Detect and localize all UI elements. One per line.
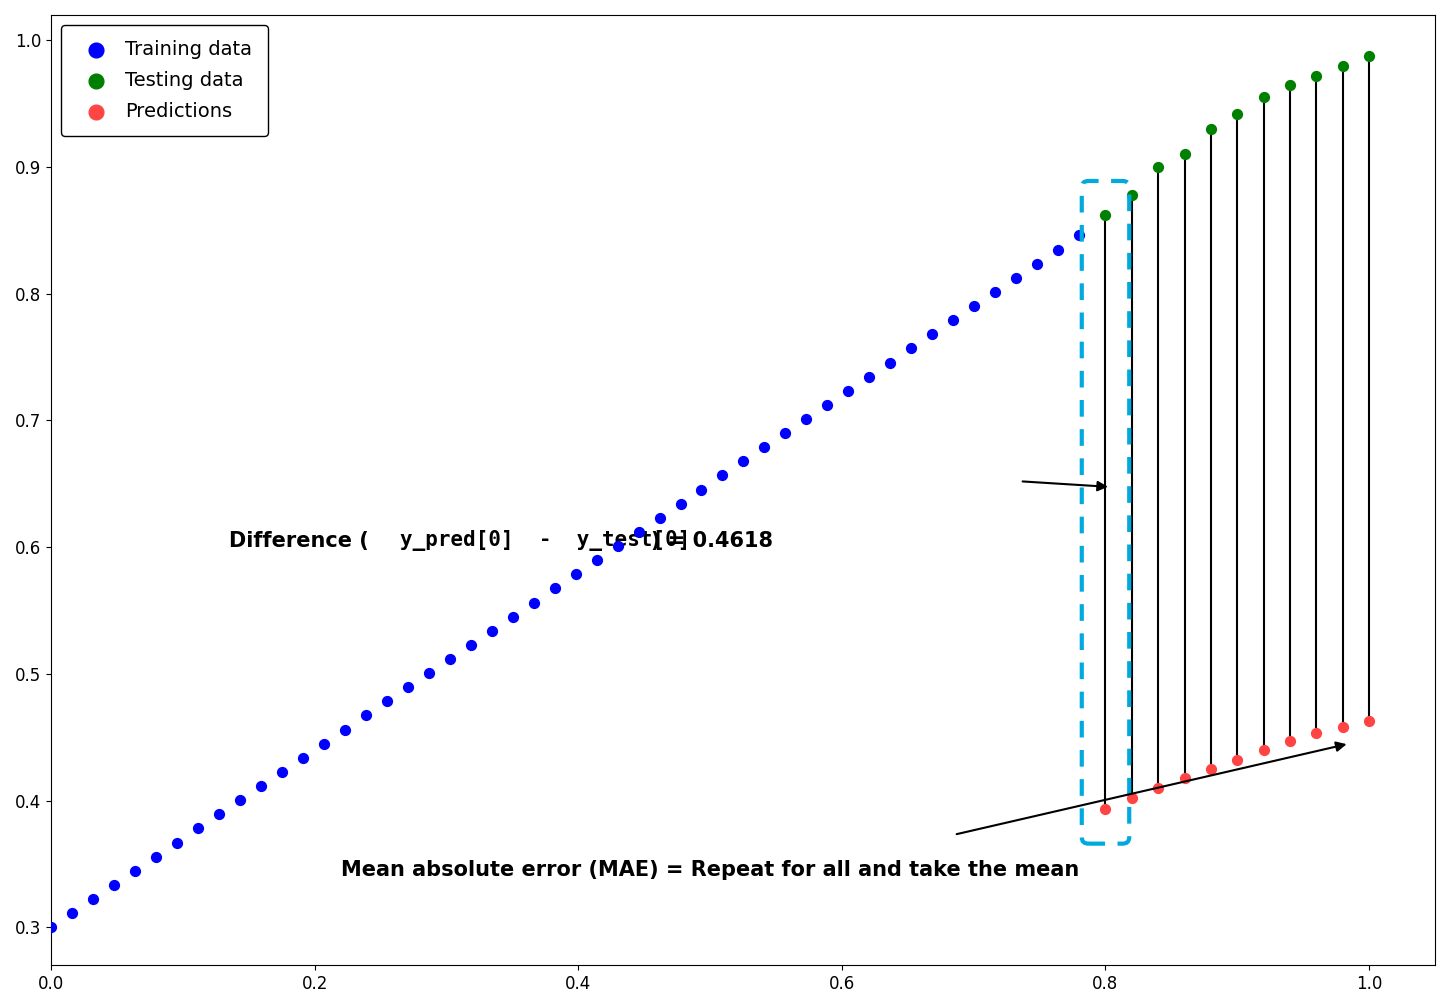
- Training data: [648, 510, 671, 526]
- Predictions: [1199, 761, 1222, 777]
- Training data: [1047, 242, 1070, 258]
- Predictions: [1331, 719, 1354, 735]
- Training data: [418, 665, 441, 681]
- Training data: [123, 863, 146, 879]
- Predictions: [1093, 801, 1116, 817]
- Text: Difference (: Difference (: [229, 531, 368, 550]
- Training data: [396, 679, 419, 696]
- Training data: [795, 411, 818, 427]
- Training data: [816, 397, 840, 413]
- Testing data: [1225, 106, 1248, 122]
- Training data: [334, 722, 357, 738]
- Text: Mean absolute error (MAE) = Repeat for all and take the mean: Mean absolute error (MAE) = Repeat for a…: [341, 860, 1079, 880]
- Training data: [879, 355, 902, 371]
- Training data: [249, 778, 273, 794]
- Testing data: [1121, 186, 1144, 203]
- Training data: [544, 581, 567, 597]
- Testing data: [1279, 77, 1302, 93]
- Training data: [690, 482, 713, 498]
- Training data: [376, 694, 399, 710]
- Predictions: [1173, 770, 1196, 786]
- Legend: Training data, Testing data, Predictions: Training data, Testing data, Predictions: [61, 25, 268, 136]
- Predictions: [1225, 752, 1248, 768]
- Training data: [753, 439, 776, 456]
- Training data: [502, 609, 525, 625]
- Training data: [165, 835, 188, 851]
- Training data: [187, 821, 210, 837]
- Predictions: [1357, 713, 1380, 729]
- Training data: [899, 341, 922, 357]
- Training data: [312, 736, 335, 752]
- Text: ) = 0.4618: ) = 0.4618: [651, 531, 773, 550]
- Testing data: [1305, 68, 1328, 84]
- Training data: [626, 524, 650, 540]
- Training data: [1025, 256, 1048, 272]
- Training data: [858, 369, 882, 385]
- Predictions: [1305, 726, 1328, 742]
- Training data: [941, 312, 964, 329]
- Training data: [1067, 228, 1090, 244]
- Training data: [81, 891, 104, 907]
- Training data: [270, 764, 293, 780]
- Training data: [963, 298, 986, 314]
- Training data: [103, 877, 126, 893]
- Predictions: [1147, 780, 1170, 796]
- Training data: [61, 905, 84, 921]
- Testing data: [1147, 159, 1170, 175]
- Training data: [228, 792, 251, 808]
- Training data: [480, 623, 503, 639]
- Predictions: [1251, 742, 1275, 758]
- Training data: [921, 327, 944, 343]
- Training data: [837, 383, 860, 399]
- Testing data: [1251, 90, 1275, 106]
- Training data: [732, 454, 755, 470]
- Training data: [438, 651, 461, 667]
- Testing data: [1173, 146, 1196, 162]
- Training data: [584, 552, 608, 569]
- Training data: [354, 708, 377, 724]
- Testing data: [1331, 57, 1354, 74]
- Training data: [291, 750, 315, 766]
- Training data: [983, 284, 1006, 300]
- Training data: [39, 919, 62, 935]
- Testing data: [1199, 121, 1222, 137]
- Predictions: [1279, 733, 1302, 749]
- Training data: [710, 468, 734, 484]
- Training data: [564, 566, 587, 583]
- Training data: [1005, 270, 1028, 286]
- Predictions: [1121, 790, 1144, 806]
- Text: y_pred[0]  -  y_test[0]: y_pred[0] - y_test[0]: [400, 530, 690, 551]
- Training data: [460, 637, 483, 653]
- Training data: [207, 806, 231, 823]
- Testing data: [1093, 207, 1116, 223]
- Testing data: [1357, 47, 1380, 64]
- Training data: [774, 425, 798, 442]
- Training data: [668, 496, 692, 512]
- Training data: [145, 849, 168, 865]
- Training data: [522, 595, 545, 611]
- Training data: [606, 538, 629, 554]
